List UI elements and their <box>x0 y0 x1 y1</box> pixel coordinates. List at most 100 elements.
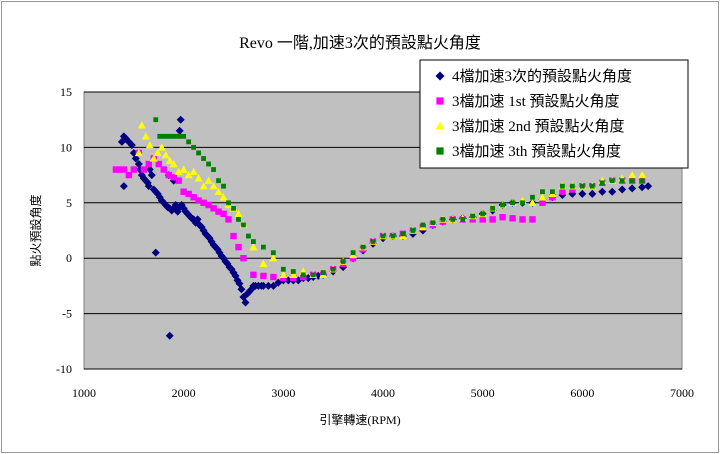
data-point <box>134 160 143 169</box>
data-point <box>249 243 258 251</box>
data-point <box>217 251 226 260</box>
data-point <box>215 208 222 215</box>
data-point <box>629 178 635 184</box>
data-point <box>264 281 273 290</box>
data-point <box>530 194 535 200</box>
data-point <box>241 222 246 228</box>
data-point <box>141 132 150 140</box>
y-tick-label: 15 <box>60 85 72 99</box>
x-tick-label: 5000 <box>471 386 495 400</box>
data-point <box>460 217 466 222</box>
data-point <box>608 187 617 196</box>
data-point <box>184 171 193 179</box>
data-point <box>210 205 217 212</box>
data-point <box>220 210 227 218</box>
data-point <box>250 271 257 279</box>
data-point <box>165 171 172 179</box>
data-point <box>499 214 506 221</box>
data-point <box>211 167 216 172</box>
data-point <box>470 213 476 219</box>
data-point <box>157 133 163 139</box>
data-point <box>219 193 228 201</box>
data-point <box>221 183 226 189</box>
data-point <box>119 182 128 191</box>
data-point <box>240 255 247 262</box>
data-point <box>175 126 184 135</box>
data-point <box>165 156 174 164</box>
data-point <box>588 189 597 198</box>
data-point <box>599 180 605 186</box>
data-point <box>147 171 156 180</box>
data-point <box>165 331 174 340</box>
data-point <box>234 209 243 218</box>
data-point <box>189 167 198 175</box>
data-point <box>520 200 525 206</box>
data-point <box>589 183 595 189</box>
data-point <box>205 201 212 209</box>
data-point <box>194 174 203 182</box>
data-point <box>161 133 167 139</box>
data-point <box>209 182 218 190</box>
data-point <box>440 217 446 222</box>
data-point <box>236 217 241 222</box>
y-tick-label: -10 <box>56 362 72 376</box>
data-point <box>450 217 456 222</box>
data-point <box>191 145 197 150</box>
data-point <box>185 190 192 198</box>
data-point <box>509 215 516 222</box>
data-point <box>151 248 160 257</box>
data-point <box>539 199 546 206</box>
legend-marker <box>435 71 445 81</box>
data-point <box>144 182 153 191</box>
data-point <box>186 139 192 145</box>
data-point <box>469 216 476 223</box>
chart-title: Revo 一階,加速3次的預設點火角度 <box>239 34 481 52</box>
data-point <box>638 171 647 179</box>
data-point <box>181 133 187 139</box>
x-tick-label: 7000 <box>670 386 694 400</box>
data-point <box>619 178 625 184</box>
data-point <box>390 233 396 239</box>
data-point <box>290 269 296 274</box>
data-point <box>160 166 167 173</box>
data-point <box>340 259 346 264</box>
data-point <box>644 182 653 191</box>
data-point <box>216 178 221 184</box>
data-point <box>259 281 268 290</box>
data-point <box>269 254 278 262</box>
data-point <box>370 239 376 244</box>
data-point <box>569 186 576 193</box>
data-point <box>137 121 146 129</box>
data-point <box>609 178 615 184</box>
data-point <box>230 232 237 240</box>
data-point <box>479 216 486 223</box>
data-point <box>480 211 486 217</box>
data-point <box>638 183 647 192</box>
data-point <box>330 266 336 272</box>
data-point <box>206 161 211 167</box>
series-layer <box>112 115 653 340</box>
data-point <box>155 160 162 168</box>
data-point <box>500 202 505 208</box>
data-point <box>400 231 406 237</box>
data-point <box>260 272 267 280</box>
data-point <box>310 272 316 278</box>
data-point <box>130 166 138 173</box>
data-point <box>360 244 366 250</box>
data-point <box>237 285 246 294</box>
data-point <box>510 200 515 206</box>
y-tick-label: 0 <box>66 251 72 265</box>
data-point <box>190 194 197 201</box>
data-point <box>116 166 124 173</box>
data-point <box>430 220 436 226</box>
data-point <box>529 216 536 223</box>
data-point <box>280 266 286 272</box>
data-point <box>226 200 231 206</box>
data-point <box>528 198 537 206</box>
x-tick-label: 1000 <box>72 386 96 400</box>
legend-marker <box>436 97 444 105</box>
data-point <box>259 259 268 267</box>
legend-entry: 3檔加速 1st 預設點火角度 <box>452 93 620 110</box>
data-point <box>269 281 278 290</box>
legend-marker <box>435 121 445 130</box>
